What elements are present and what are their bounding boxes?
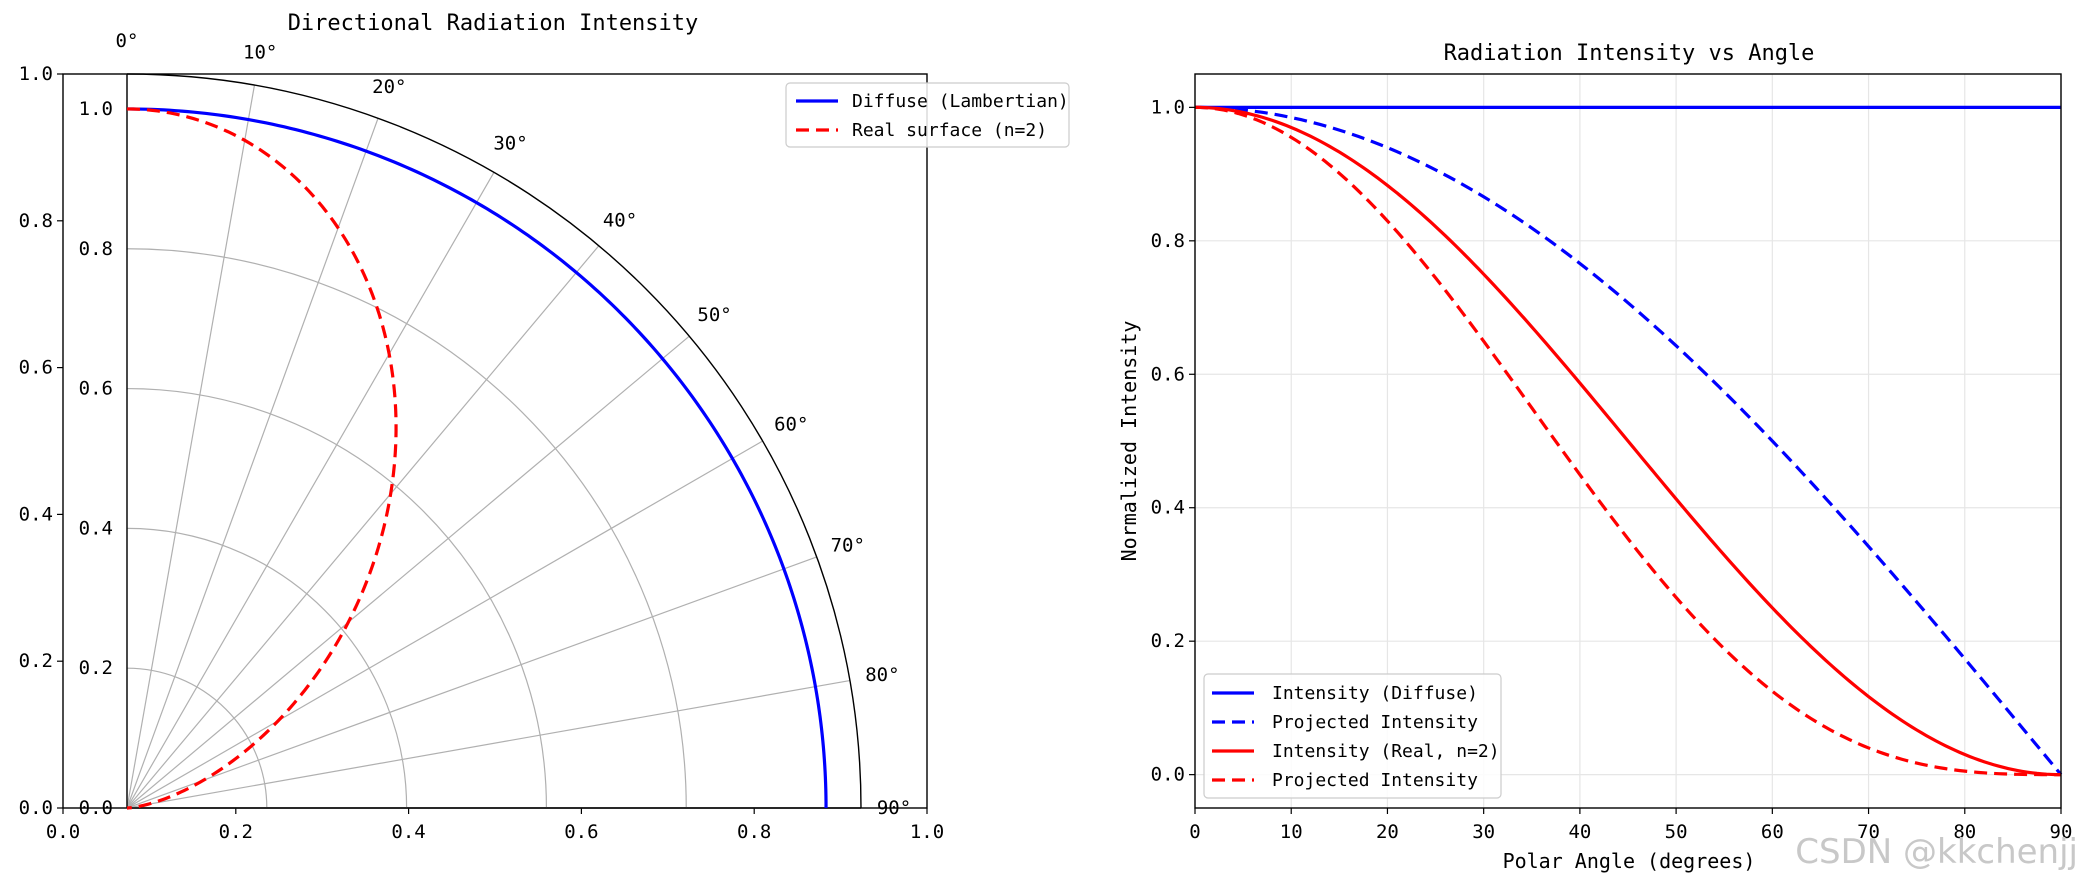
polar-angle-gridline (126, 245, 600, 809)
polar-legend-box (785, 82, 1070, 148)
polar-angle-gridline (126, 85, 256, 809)
line-chart-legend-label: Intensity (Real, n=2) (1272, 741, 1500, 762)
line-chart-series-lines (1194, 105, 2063, 777)
line-chart-axes-frame (1194, 73, 2062, 809)
line-chart-series-line (1194, 105, 2061, 777)
polar-angle-tick-label: 30° (493, 133, 527, 155)
line-chart-legend: Intensity (Diffuse) Projected Intensity In… (1203, 673, 1502, 799)
line-chart-x-tick-label: 20 (1376, 821, 1399, 843)
polar-grid (126, 73, 862, 809)
line-chart-x-tick-label: 70 (1857, 821, 1880, 843)
outer-y-tick-label: 0.8 (19, 210, 53, 232)
line-chart-y-tick-label: 0.6 (1151, 363, 1185, 385)
polar-radial-gridline (126, 527, 408, 809)
polar-radial-tick-label: 0.4 (79, 517, 113, 539)
outer-x-tick-label: 0.0 (46, 821, 80, 843)
line-chart-title: Radiation Intensity vs Angle (1444, 41, 1815, 66)
polar-chart-panel: Directional Radiation Intensity 0.0 0.2 0.… (19, 11, 1070, 843)
polar-radial-tick-label: 0.6 (79, 378, 113, 400)
polar-angle-gridline (126, 679, 850, 809)
polar-legend-label: Real surface (n=2) (852, 120, 1047, 141)
line-chart-y-tick-label: 0.2 (1151, 630, 1185, 652)
line-chart-y-tick-label: 1.0 (1151, 96, 1185, 118)
outer-x-tick-label: 0.2 (219, 821, 253, 843)
line-chart-panel: Radiation Intensity vs Angle 0 10 20 30 40 50… (1117, 41, 2072, 873)
line-chart-x-tick-label: 80 (1953, 821, 1976, 843)
polar-angle-tick-label: 0° (116, 30, 139, 52)
polar-angle-gridline (126, 172, 495, 809)
polar-series-lines (126, 107, 828, 810)
line-chart-xlabel: Polar Angle (degrees) (1503, 849, 1756, 873)
polar-angle-tick-label: 80° (865, 664, 899, 686)
line-chart-legend-label: Projected Intensity (1272, 712, 1478, 733)
polar-angle-tick-label: 20° (372, 76, 406, 98)
line-chart-ylabel: Normalized Intensity (1117, 321, 1141, 562)
polar-radial-tick-label: 0.8 (79, 238, 113, 260)
outer-y-tick-label: 1.0 (19, 63, 53, 85)
polar-radial-gridline (126, 387, 548, 809)
polar-angle-gridline (126, 118, 379, 809)
line-chart-x-tick-label: 90 (2050, 821, 2073, 843)
polar-radial-tick-label: 0.2 (79, 657, 113, 679)
polar-angle-gridline (126, 440, 763, 809)
polar-legend-label: Diffuse (Lambertian) (852, 91, 1069, 112)
outer-x-tick-label: 0.6 (564, 821, 598, 843)
polar-angle-tick-label: 60° (774, 413, 808, 435)
line-chart-x-tick-label: 10 (1280, 821, 1303, 843)
polar-radial-tick-label: 1.0 (79, 98, 113, 120)
polar-outer-axes-ticks: 0.0 0.2 0.4 0.6 0.8 1.0 0.0 0.2 0.4 0.6 0.8 1.0 (19, 63, 944, 843)
polar-radial-tick-label: 0.0 (79, 797, 113, 819)
line-chart-y-tick-label: 0.4 (1151, 497, 1185, 519)
line-chart-series-line (1194, 105, 2062, 777)
polar-series-line (126, 107, 398, 810)
polar-angle-tick-label: 50° (697, 304, 731, 326)
polar-radial-gridline (126, 248, 687, 809)
polar-chart-title: Directional Radiation Intensity (288, 11, 699, 36)
line-chart-y-tick-label: 0.8 (1151, 230, 1185, 252)
line-chart-legend-box (1203, 673, 1502, 799)
polar-outer-arc (126, 73, 862, 809)
outer-x-tick-label: 1.0 (910, 821, 944, 843)
line-chart-y-tick-label: 0.0 (1151, 764, 1185, 786)
polar-angle-gridline (126, 556, 817, 809)
polar-angle-tick-label: 40° (603, 209, 637, 231)
line-chart-x-tick-label: 60 (1761, 821, 1784, 843)
outer-y-tick-label: 0.0 (19, 797, 53, 819)
watermark: CSDN @kkchenjj (1795, 832, 2078, 872)
polar-series-line (126, 107, 828, 809)
polar-angle-tick-label: 10° (243, 42, 277, 64)
outer-y-tick-label: 0.6 (19, 357, 53, 379)
line-chart-x-tick-label: 0 (1189, 821, 1200, 843)
polar-angle-tick-label: 70° (831, 535, 865, 557)
polar-radial-gridline (126, 667, 268, 809)
line-chart-series-line (1194, 105, 2063, 776)
outer-x-tick-label: 0.8 (737, 821, 771, 843)
line-chart-x-tick-label: 30 (1472, 821, 1495, 843)
polar-angle-tick-label: 90° (877, 797, 911, 819)
line-chart-ticks: 0 10 20 30 40 50 60 70 80 90 0.0 0.2 0.4 0.6 0.8 1.0 (1151, 96, 2073, 843)
line-chart-x-tick-label: 40 (1568, 821, 1591, 843)
polar-angle-gridline (126, 335, 690, 809)
outer-x-tick-label: 0.4 (391, 821, 425, 843)
line-chart-legend-label: Intensity (Diffuse) (1272, 683, 1478, 704)
line-chart-legend-label: Projected Intensity (1272, 770, 1478, 791)
polar-legend: Diffuse (Lambertian) Real surface (n=2) (785, 82, 1070, 148)
line-chart-x-tick-label: 50 (1665, 821, 1688, 843)
outer-y-tick-label: 0.2 (19, 650, 53, 672)
polar-tick-labels: 0° 10° 20° 30° 40° 50° 60° 70° 80° 90° 0.0 0.2 0.4 0.… (79, 30, 912, 819)
outer-y-tick-label: 0.4 (19, 503, 53, 525)
